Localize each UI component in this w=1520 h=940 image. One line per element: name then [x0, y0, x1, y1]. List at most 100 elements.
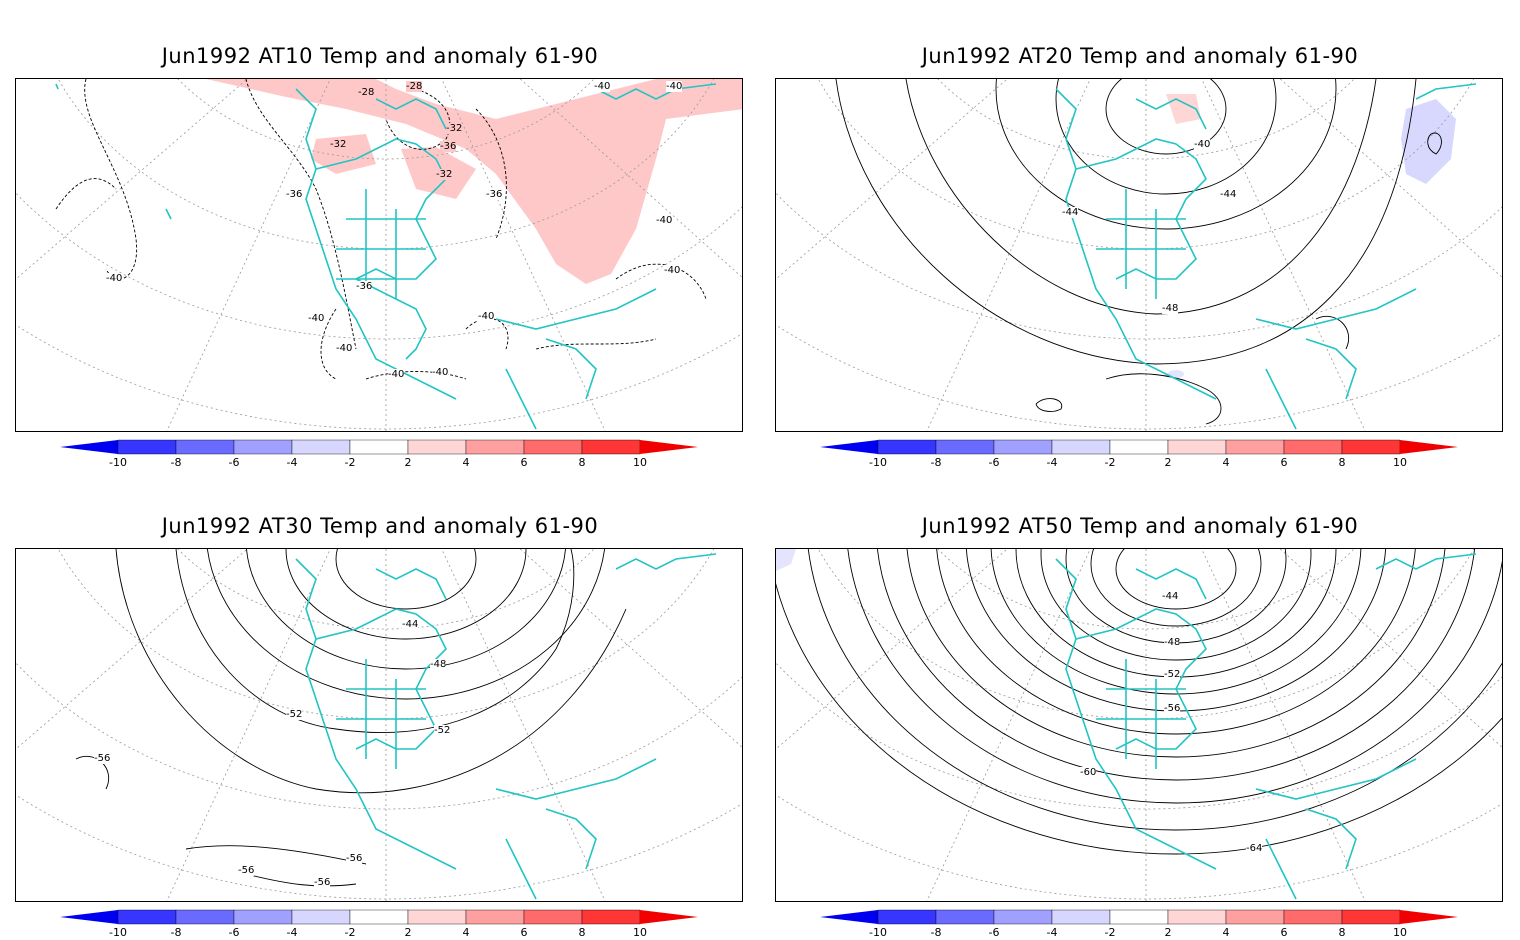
panel-at30: Jun1992 AT30 Temp and anomaly 61-90 [0, 470, 760, 940]
colorbar-tick-label: 6 [1281, 926, 1288, 939]
coastlines [1055, 553, 1477, 900]
panel-title: Jun1992 AT20 Temp and anomaly 61-90 [921, 44, 1359, 68]
panel-title: Jun1992 AT30 Temp and anomaly 61-90 [161, 514, 599, 538]
colorbar-segment [1051, 909, 1111, 925]
colorbar-segment [1225, 909, 1285, 925]
contour-label: -52 [1164, 669, 1181, 680]
colorbar-segment [877, 439, 937, 455]
colorbar-tick-label: 4 [463, 926, 470, 939]
colorbar-segment [935, 909, 995, 925]
grid-lines [776, 79, 1502, 431]
contour-label: -40 [666, 81, 683, 92]
contour-label: -40 [308, 313, 325, 324]
colorbar-arrow-right [640, 910, 698, 924]
colorbar-segment [1341, 439, 1401, 455]
colorbar-tick-label: 6 [521, 456, 528, 469]
map-frame: -44 -48 -52 -56 -60 -64 [775, 548, 1503, 902]
colorbar-segment [291, 909, 351, 925]
colorbar-segment [233, 909, 293, 925]
contour-label: -44 [1162, 591, 1179, 602]
contour-label: -36 [486, 189, 503, 200]
contour-label: -36 [440, 141, 457, 152]
colorbar-tick-label: 10 [1393, 456, 1407, 469]
colorbar-segment [291, 439, 351, 455]
colorbar-segment [349, 909, 409, 925]
colorbar-segment [1051, 439, 1111, 455]
colorbar-tick-label: -8 [171, 456, 182, 469]
colorbar-arrow-left [60, 910, 118, 924]
colorbar-tick-label: -2 [345, 926, 356, 939]
colorbar-segment [407, 439, 467, 455]
colorbar: -10 -8 -6 -4 -2 2 4 6 8 10 [55, 438, 705, 470]
colorbar-tick-label: -4 [287, 926, 298, 939]
contour-label: -48 [1162, 303, 1179, 314]
colorbar-tick-label: 10 [633, 456, 647, 469]
anomaly-shading [776, 549, 796, 571]
contour-label: -56 [238, 865, 255, 876]
colorbar-tick-label: 6 [1281, 456, 1288, 469]
colorbar-tick-label: -4 [287, 456, 298, 469]
colorbar-tick-label: -6 [989, 926, 1000, 939]
colorbar-tick-label: 10 [1393, 926, 1407, 939]
colorbar-segment [175, 909, 235, 925]
contour-label: -40 [336, 343, 353, 354]
contour-label: -44 [402, 619, 419, 630]
colorbar-tick-label: -6 [989, 456, 1000, 469]
colorbar-tick-label: -8 [931, 456, 942, 469]
contour-label: -56 [94, 753, 111, 764]
coastlines [55, 83, 717, 430]
colorbar-tick-label: -2 [1105, 456, 1116, 469]
colorbar-tick-label: -10 [869, 456, 887, 469]
contour-label: -56 [314, 877, 331, 888]
contours [835, 79, 1442, 425]
contour-label: -48 [1164, 637, 1181, 648]
map-at30 [16, 549, 742, 901]
contour-label: -44 [1220, 189, 1237, 200]
colorbar-tick-label: -6 [229, 926, 240, 939]
colorbar-segment [1167, 439, 1227, 455]
contour-label: -44 [1062, 207, 1079, 218]
colorbar-tick-label: -4 [1047, 456, 1058, 469]
colorbar-segment [993, 439, 1053, 455]
contour-label: -40 [656, 215, 673, 226]
colorbar-tick-label: -8 [931, 926, 942, 939]
colorbar-segment [581, 439, 641, 455]
colorbar-tick-label: 4 [463, 456, 470, 469]
colorbar-tick-label: 8 [1339, 456, 1346, 469]
contour-label: -40 [478, 311, 495, 322]
contour-label: -60 [1080, 767, 1097, 778]
colorbar-arrow-left [820, 910, 878, 924]
contour-label: -32 [330, 139, 347, 150]
colorbar-tick-label: 6 [521, 926, 528, 939]
colorbar-tick-label: 2 [1165, 456, 1172, 469]
coastlines [1055, 83, 1477, 430]
contour-label: -40 [1194, 139, 1211, 150]
colorbar-segment [581, 909, 641, 925]
anomaly-shading [206, 79, 742, 284]
contours [776, 549, 1502, 855]
contour-label: -32 [436, 169, 453, 180]
colorbar-segment [1109, 909, 1169, 925]
colorbar-segment [233, 439, 293, 455]
colorbar-segment [1167, 909, 1227, 925]
colorbar-tick-label: 2 [405, 456, 412, 469]
colorbar-segment [407, 909, 467, 925]
coastlines [295, 553, 717, 900]
contour-label: -36 [356, 281, 373, 292]
colorbar-arrow-right [640, 440, 698, 454]
contour-label: -52 [286, 709, 303, 720]
colorbar: -10 -8 -6 -4 -2 2 4 6 8 10 [815, 908, 1465, 940]
contour-label: -36 [286, 189, 303, 200]
colorbar: -10 -8 -6 -4 -2 2 4 6 8 10 [815, 438, 1465, 470]
colorbar: -10 -8 -6 -4 -2 2 4 6 8 10 [55, 908, 705, 940]
contour-label: -40 [432, 367, 449, 378]
contour-label: -40 [106, 273, 123, 284]
contour-label: -32 [446, 123, 463, 134]
colorbar-segment [117, 909, 177, 925]
colorbar-tick-label: -10 [869, 926, 887, 939]
colorbar-tick-label: 4 [1223, 456, 1230, 469]
colorbar-segment [523, 439, 583, 455]
map-frame: -44 -48 -52 -52 -56 -56 -56 -56 [15, 548, 743, 902]
colorbar-segment [465, 909, 525, 925]
